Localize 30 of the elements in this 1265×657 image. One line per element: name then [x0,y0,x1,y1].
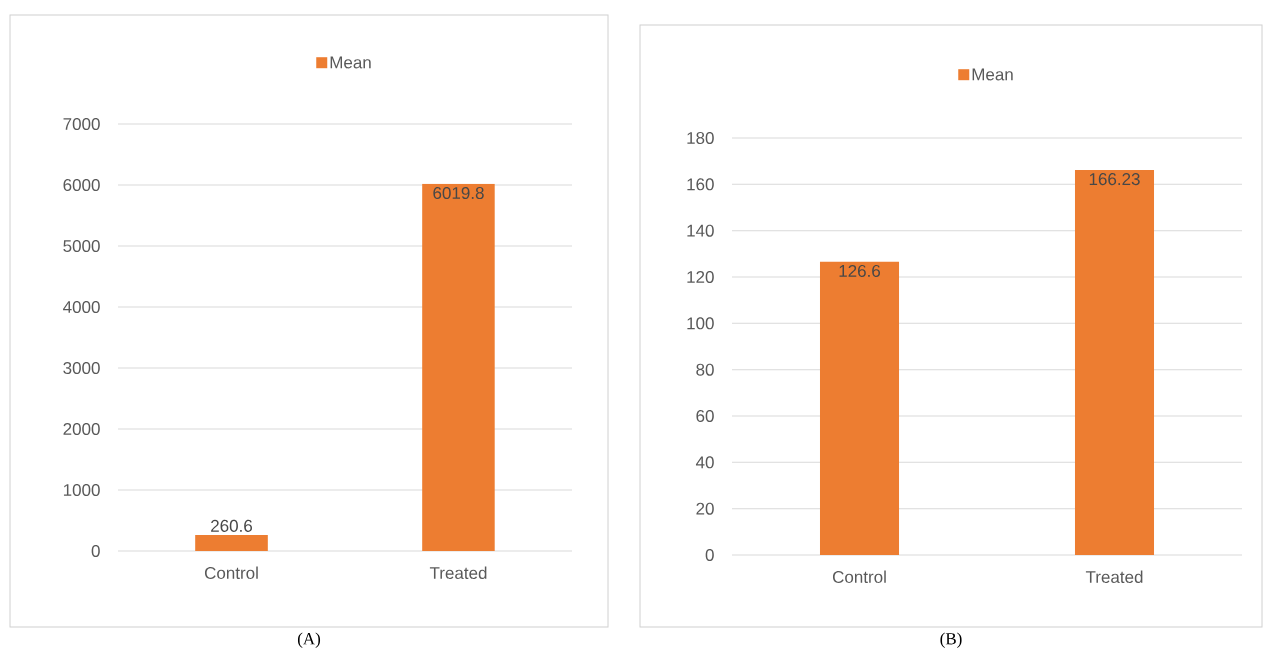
y-tick-label: 20 [696,502,714,515]
y-tick-label: 6000 [63,178,100,192]
x-tick-label: Control [204,566,258,580]
y-tick-label: 2000 [63,422,100,436]
x-tick-label: Treated [429,566,487,580]
y-tick-label: 160 [687,178,714,191]
text: (B) [940,632,962,648]
y-tick-label: 3000 [63,361,100,375]
data-label: 260.6 [211,519,253,532]
text: (A) [297,632,321,648]
x-tick-label: Treated [1085,570,1143,584]
y-tick-label: 60 [696,409,714,423]
data-label: 126.6 [839,264,881,277]
y-tick-label: 80 [696,363,714,376]
y-tick-label: 140 [687,224,714,237]
legend-label: Mean [330,56,371,69]
y-tick-label: 100 [687,317,714,330]
data-label: 6019.8 [433,187,484,200]
legend-label: Mean [972,68,1013,81]
y-tick-label: 0 [91,544,100,558]
x-tick-label: Control [832,570,886,584]
data-label: 166.23 [1089,173,1140,186]
y-tick-label: 180 [687,131,714,145]
y-tick-label: 5000 [63,239,100,253]
y-tick-label: 7000 [63,117,100,131]
y-tick-label: 120 [687,270,714,284]
y-tick-label: 1000 [63,483,100,497]
y-tick-label: 4000 [63,300,100,314]
y-tick-label: 40 [695,456,714,469]
y-tick-label: 0 [705,548,714,562]
